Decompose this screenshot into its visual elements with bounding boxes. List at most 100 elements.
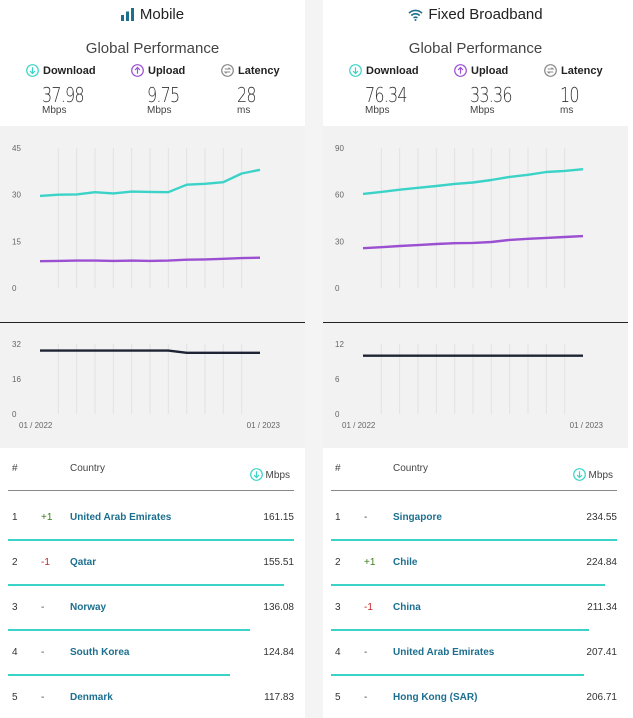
latency-y-tick-label: 16 [12,375,21,384]
upload-value: 9.75 [147,83,180,107]
rank-header: # [335,463,341,474]
performance-chart: 0 15 30 45 0 16 32 01 / 2022 01 / 2023 [12,144,281,430]
latency-value: 28 [237,83,257,107]
upload-metric: Upload 33.36 Mbps [454,64,522,116]
country-link[interactable]: China [393,602,421,613]
chart-divider [0,322,305,323]
table-row[interactable]: 1 +1 United Arab Emirates 161.15 [0,500,305,545]
speed-bar [331,539,617,541]
rank-change: +1 [41,512,53,523]
speed-header: Mbps [249,468,290,481]
table-row[interactable]: 2 -1 Qatar 155.51 [0,545,305,590]
performance-chart: 0 30 60 90 0 6 12 01 / 2022 01 / 2023 [335,144,604,430]
country-ranking-table: # Country Mbps 1 +1 United Arab Emirates 16… [0,448,305,718]
upload-value: 33.36 [470,83,513,107]
table-row[interactable]: 4 - South Korea 124.84 [0,635,305,680]
speed-value: 224.84 [586,557,617,568]
panel-title-text: Fixed Broadband [428,6,543,23]
speed-bar [8,674,230,676]
rank: 5 [335,692,341,703]
rank-change: -1 [364,602,373,613]
latency-y-tick-label: 6 [335,375,340,384]
download-icon [349,64,362,77]
rank: 4 [12,647,18,658]
country-link[interactable]: United Arab Emirates [393,647,495,658]
global-performance-heading: Global Performance [408,40,543,57]
header-divider [331,490,617,491]
upload-label: Upload [148,65,186,77]
header-divider [8,490,294,491]
country-link[interactable]: Chile [393,557,418,568]
table-row[interactable]: 5 - Denmark 117.83 [0,680,305,718]
speed-header-label: Mbps [588,470,613,481]
fixed-broadband-panel: Fixed Broadband Global Performance Downl… [323,0,628,718]
country-link[interactable]: Hong Kong (SAR) [393,692,478,703]
performance-chart-area: 0 15 30 45 0 16 32 01 / 2022 01 / 2023 [0,126,305,448]
table-row[interactable]: 1 - Singapore 234.55 [323,500,628,545]
table-row[interactable]: 5 - Hong Kong (SAR) 206.71 [323,680,628,718]
rank: 3 [12,602,18,613]
country-header: Country [70,463,106,474]
global-performance-heading: Global Performance [85,40,220,57]
table-row[interactable]: 4 - United Arab Emirates 207.41 [323,635,628,680]
speed-bar [331,674,584,676]
download-icon [249,468,263,481]
latency-icon [544,64,557,77]
rank-change: - [364,512,368,523]
signal-bars-icon [120,8,134,21]
speed-value: 124.84 [263,647,294,658]
speed-series-line [362,168,584,196]
latency-metric: Latency 10 ms [544,64,603,116]
x-tick-label: 01 / 2022 [342,421,376,430]
rank: 2 [335,557,341,568]
speed-bar [8,629,250,631]
table-row[interactable]: 2 +1 Chile 224.84 [323,545,628,590]
country-header: Country [393,463,429,474]
rank-change: - [364,647,368,658]
speed-header-label: Mbps [265,470,290,481]
download-metric: Download 76.34 Mbps [349,64,419,116]
download-value: 37.98 [42,83,85,107]
x-tick-label: 01 / 2023 [247,421,281,430]
speed-y-tick-label: 0 [335,284,340,293]
x-tick-label: 01 / 2022 [19,421,53,430]
wifi-icon [408,9,423,21]
speed-bar [331,584,606,586]
speed-value: 206.71 [586,692,617,703]
speed-value: 161.15 [263,512,294,523]
download-label: Download [43,65,96,77]
speed-bar [8,584,284,586]
speed-y-tick-label: 0 [12,284,17,293]
latency-icon [221,64,234,77]
rank-change: - [41,692,45,703]
upload-label: Upload [471,65,509,77]
latency-series-line [40,349,260,355]
country-link[interactable]: Qatar [70,557,97,568]
panel-title: Mobile [0,6,305,23]
rank-change: - [41,602,45,613]
country-link[interactable]: United Arab Emirates [70,512,172,523]
latency-label: Latency [561,65,603,77]
download-unit: Mbps [42,105,67,116]
country-link[interactable]: Norway [70,602,107,613]
download-label: Download [366,65,419,77]
speed-value: 117.83 [264,692,294,703]
table-row[interactable]: 3 -1 China 211.34 [323,590,628,635]
x-tick-label: 01 / 2023 [570,421,604,430]
country-link[interactable]: Denmark [70,692,113,703]
country-link[interactable]: South Korea [70,647,130,658]
speed-value: 207.41 [586,647,617,658]
speed-series-line [39,256,261,263]
speed-series-line [362,234,584,250]
table-row[interactable]: 3 - Norway 136.08 [0,590,305,635]
upload-metric: Upload 9.75 Mbps [131,64,188,116]
upload-icon [454,64,467,77]
speed-y-tick-label: 15 [12,237,21,246]
performance-chart-area: 0 30 60 90 0 6 12 01 / 2022 01 / 2023 [323,126,628,448]
country-ranking-table: # Country Mbps 1 - Singapore 234.55 2 +1 Chile… [323,448,628,718]
speed-y-tick-label: 45 [12,144,21,153]
latency-unit: ms [237,105,251,116]
rank-change: -1 [41,557,50,568]
download-icon [26,64,39,77]
country-link[interactable]: Singapore [393,512,442,523]
